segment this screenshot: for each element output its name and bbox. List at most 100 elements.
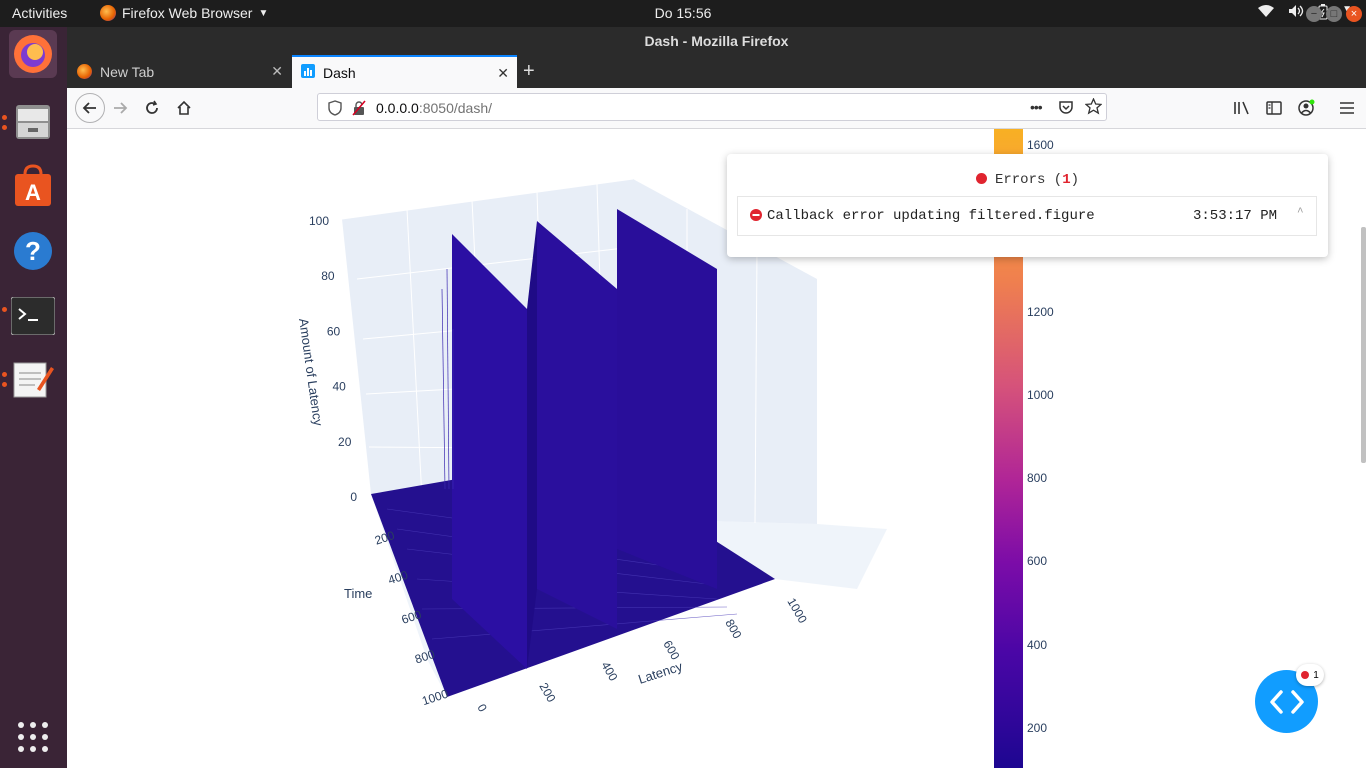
z-tick-label: 80 [321,269,335,283]
svg-text:?: ? [25,236,41,266]
chevron-up-icon[interactable]: ^ [1297,207,1304,219]
tab-label: New Tab [100,63,155,80]
x-tick-label: 0 [474,702,490,715]
error-time: 3:53:17 PM [1193,208,1278,224]
y-tick-label: 200 [373,528,397,548]
svg-text:A: A [25,180,41,205]
bookmark-star-icon[interactable] [1084,97,1103,120]
dock-text-editor[interactable] [9,355,57,403]
colorbar-tick-label: 1000 [1027,387,1054,402]
dock: A ? [0,27,67,768]
text-editor-icon [13,362,54,398]
library-icon [1234,101,1249,115]
error-dot-icon [1301,671,1310,679]
colorbar-tick-label: 200 [1027,721,1048,735]
close-window-button[interactable]: × [1346,6,1362,22]
shield-icon [328,100,342,121]
app-grid-icon [18,722,48,752]
page-content: 0 20 40 60 80 100 200 400 600 800 1000 0 200 400 600… [67,129,1366,768]
x-tick-label: 1000 [784,596,810,626]
running-indicator [2,372,7,377]
tab-new-tab[interactable]: New Tab ✕ [69,55,291,88]
colorbar-tick-label: 400 [1027,637,1048,652]
dock-terminal[interactable] [9,292,57,340]
library-button[interactable] [1230,96,1254,120]
app-menu-label: Firefox Web Browser [122,5,253,21]
surface-ridge-1 [452,234,527,669]
app-menu[interactable]: Firefox Web Browser ▼ [100,5,268,21]
x-tick-label: 800 [722,617,744,642]
url-bar[interactable]: 0.0.0.0:8050/dash/ ••• [317,93,1107,121]
dock-software[interactable]: A [9,162,57,210]
arrow-left-icon [82,102,96,114]
help-icon: ? [14,232,52,270]
errors-header: Errors (1) [727,172,1328,188]
colorbar-tick-label: 800 [1027,471,1048,486]
window-title: Dash - Mozilla Firefox [67,27,1366,55]
back-button[interactable] [75,93,105,123]
surface-spikes [441,268,454,490]
page-scrollbar[interactable] [1361,227,1366,463]
tab-strip: New Tab ✕ Dash ✕ + [67,55,1366,88]
show-applications-button[interactable] [9,713,57,761]
software-store-icon: A [15,164,51,206]
error-dot-icon [975,173,987,184]
home-icon [177,100,191,115]
firefox-icon [100,5,116,21]
z-tick-label: 40 [332,380,346,394]
colorbar-tick-label: 1200 [1027,304,1054,319]
x-tick-label: 200 [536,680,558,705]
z-tick-label: 20 [338,435,352,449]
new-tab-button[interactable]: + [523,60,535,82]
reload-button[interactable] [140,96,164,120]
reload-icon [146,100,158,114]
close-tab-icon[interactable]: ✕ [271,63,283,79]
minimize-button[interactable]: − [1306,6,1322,22]
tab-label: Dash [323,64,356,81]
dock-help[interactable]: ? [9,227,57,275]
errors-title: Errors [994,172,1046,188]
error-item[interactable]: Callback error updating filtered.figure … [737,196,1317,236]
maximize-button[interactable]: □ [1326,6,1342,22]
error-message: Callback error updating filtered.figure [767,208,1095,224]
wifi-icon [1258,4,1275,23]
surface-ridge-shadow [527,221,537,669]
x-tick-label: 400 [598,659,620,684]
x-axis-label: Latency [636,658,684,686]
surface-ridge-2 [537,221,617,629]
arrow-right-icon [114,102,128,114]
menu-button[interactable] [1335,96,1359,120]
activities-button[interactable]: Activities [12,5,68,21]
z-tick-label: 100 [309,214,329,228]
sidebar-button[interactable] [1262,96,1286,120]
insecure-lock-icon [352,100,366,121]
z-axis-label: Amount of Latency [296,317,326,427]
running-indicator [2,382,7,387]
dash-chart-icon [301,64,315,81]
dock-files[interactable] [9,97,57,145]
running-indicator [2,125,7,130]
home-button[interactable] [172,96,196,120]
z-axis-ticks: 0 20 40 60 80 100 [309,214,357,504]
navigation-toolbar: 0.0.0.0:8050/dash/ ••• [67,88,1366,129]
tab-dash[interactable]: Dash ✕ [292,55,517,88]
colorbar-tick-label: 600 [1027,554,1048,569]
z-tick-label: 0 [350,490,357,504]
system-top-bar: Activities Firefox Web Browser ▼ Do 15:5… [0,0,1366,27]
hamburger-menu-icon [1340,102,1354,114]
dock-firefox[interactable] [9,30,57,78]
account-button[interactable] [1294,96,1318,120]
devtools-badge-count: 1 [1313,669,1319,681]
page-actions-button[interactable]: ••• [1030,99,1043,115]
pocket-icon[interactable] [1058,99,1074,120]
running-indicator [2,307,7,312]
terminal-icon [11,297,55,335]
account-icon [1298,99,1315,116]
code-brackets-icon [1269,689,1304,714]
y-axis-label: Time [344,586,372,601]
forward-button[interactable] [108,96,132,120]
z-tick-label: 60 [327,324,341,338]
close-tab-icon[interactable]: ✕ [497,65,509,81]
firefox-icon [14,35,52,73]
